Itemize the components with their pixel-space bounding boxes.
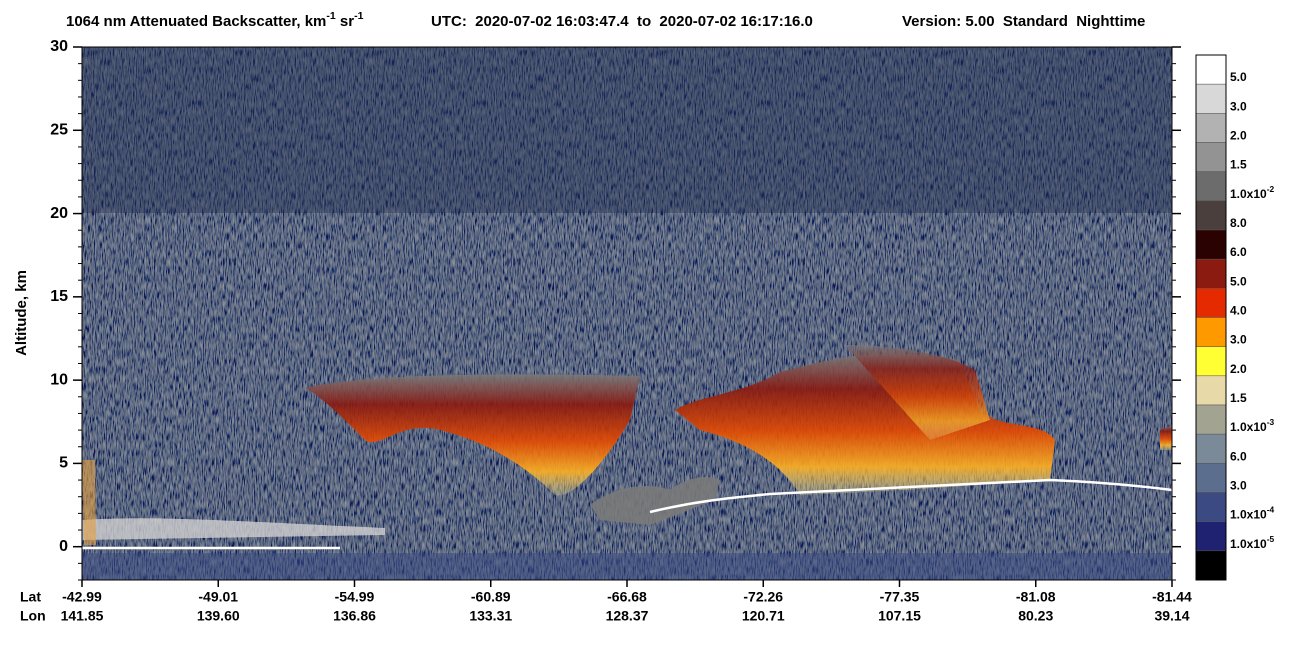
colorbar-swatch xyxy=(1195,54,1227,85)
x-tick-label: -49.01 xyxy=(198,589,238,605)
colorbar-swatch xyxy=(1195,83,1227,114)
colorbar-swatch xyxy=(1195,113,1227,143)
x-row-name: Lat xyxy=(20,589,41,605)
colorbar-label: 4.0 xyxy=(1230,304,1247,318)
text-segment: 1064 nm Attenuated Backscatter, km xyxy=(66,13,326,30)
colorbar-swatch xyxy=(1195,404,1227,435)
colorbar-swatch xyxy=(1195,317,1227,347)
x-tick-label: 141.85 xyxy=(61,608,104,624)
text-segment: 1.0x10 xyxy=(1230,187,1267,201)
colorbar-swatch xyxy=(1195,550,1227,581)
x-tick-label: 139.60 xyxy=(197,608,240,624)
x-tick-label: 80.23 xyxy=(1018,608,1053,624)
text-segment: 2.0 xyxy=(1230,129,1247,143)
y-tick-label: 0 xyxy=(59,538,68,555)
x-tick-label: 39.14 xyxy=(1154,608,1189,624)
colorbar-swatch xyxy=(1195,288,1227,318)
colorbar-label: 1.5 xyxy=(1230,158,1247,172)
x-tick-label: 120.71 xyxy=(742,608,785,624)
x-row-name: Lon xyxy=(20,608,46,624)
x-tick-label: -77.35 xyxy=(880,589,920,605)
y-tick-label: 5 xyxy=(59,455,68,472)
x-tick-label: 128.37 xyxy=(606,608,649,624)
text-segment: 8.0 xyxy=(1230,216,1247,230)
version-label: Version: 5.00 Standard Nighttime xyxy=(902,13,1145,30)
text-segment: 6.0 xyxy=(1230,245,1247,259)
y-tick-label: 10 xyxy=(50,371,68,388)
colorbar-swatch xyxy=(1195,258,1227,289)
text-segment: 3.0 xyxy=(1230,333,1247,347)
colorbar-label: 1.0x10-4 xyxy=(1230,505,1274,522)
text-segment: 5.0 xyxy=(1230,70,1247,84)
colorbar-label: 2.0 xyxy=(1230,129,1247,143)
superscript: -3 xyxy=(1267,417,1275,427)
x-tick-label: -60.89 xyxy=(471,589,511,605)
superscript: -2 xyxy=(1267,184,1275,194)
superscript: -5 xyxy=(1267,534,1275,544)
y-tick-label: 20 xyxy=(50,205,68,222)
backscatter-image xyxy=(82,47,1172,580)
chart-title: 1064 nm Attenuated Backscatter, km-1 sr-… xyxy=(66,10,364,30)
colorbar-swatch xyxy=(1195,346,1227,377)
text-segment: 3.0 xyxy=(1230,479,1247,493)
superscript: -1 xyxy=(354,10,363,22)
colorbar-label: 3.0 xyxy=(1230,100,1247,114)
text-segment: 3.0 xyxy=(1230,100,1247,114)
y-tick-label: 30 xyxy=(50,38,68,55)
x-tick-label: -42.99 xyxy=(62,589,102,605)
colorbar-label: 2.0 xyxy=(1230,362,1247,376)
y-tick-label: 15 xyxy=(50,288,68,305)
colorbar-label: 5.0 xyxy=(1230,70,1247,84)
colorbar-swatch xyxy=(1195,229,1227,260)
x-tick-label: 133.31 xyxy=(469,608,512,624)
text-segment: 6.0 xyxy=(1230,450,1247,464)
text-segment: 4.0 xyxy=(1230,304,1247,318)
colorbar-swatch xyxy=(1195,375,1227,406)
y-axis-label: Altitude, km xyxy=(13,270,30,356)
colorbar-swatch xyxy=(1195,200,1227,231)
colorbar-label: 6.0 xyxy=(1230,245,1247,259)
x-tick-label: -54.99 xyxy=(335,589,375,605)
x-tick-label: 107.15 xyxy=(878,608,921,624)
text-segment: 5.0 xyxy=(1230,275,1247,289)
x-tick-label: -81.44 xyxy=(1152,589,1192,605)
x-tick-label: 136.86 xyxy=(333,608,376,624)
colorbar-label: 1.0x10-3 xyxy=(1230,417,1274,434)
superscript: -1 xyxy=(326,10,335,22)
colorbar-label: 3.0 xyxy=(1230,333,1247,347)
superscript: -4 xyxy=(1267,505,1275,515)
text-segment: sr xyxy=(336,13,355,30)
colorbar-swatch xyxy=(1195,433,1227,464)
colorbar-swatch xyxy=(1195,463,1227,493)
colorbar-label: 1.0x10-5 xyxy=(1230,534,1274,551)
text-segment: 2.0 xyxy=(1230,362,1247,376)
colorbar-swatch xyxy=(1195,171,1227,202)
y-tick-label: 25 xyxy=(50,122,68,139)
colorbar-label: 8.0 xyxy=(1230,216,1247,230)
x-tick-label: -66.68 xyxy=(607,589,647,605)
colorbar-label: 5.0 xyxy=(1230,275,1247,289)
x-tick-label: -81.08 xyxy=(1016,589,1056,605)
text-segment: 1.0x10 xyxy=(1230,420,1267,434)
colorbar-frame xyxy=(1195,54,1227,581)
colorbar-label: 6.0 xyxy=(1230,450,1247,464)
text-segment: 1.0x10 xyxy=(1230,508,1267,522)
x-tick-label: -72.26 xyxy=(743,589,783,605)
text-segment: 1.0x10 xyxy=(1230,537,1267,551)
chart-subtitle: UTC: 2020-07-02 16:03:47.4 to 2020-07-02… xyxy=(431,13,813,30)
colorbar-label: 1.5 xyxy=(1230,391,1247,405)
colorbar-label: 3.0 xyxy=(1230,479,1247,493)
colorbar-swatch xyxy=(1195,142,1227,172)
colorbar-label: 1.0x10-2 xyxy=(1230,184,1274,201)
text-segment: 1.5 xyxy=(1230,158,1247,172)
colorbar-swatch xyxy=(1195,492,1227,522)
text-segment: 1.5 xyxy=(1230,391,1247,405)
colorbar-swatch xyxy=(1195,521,1227,552)
